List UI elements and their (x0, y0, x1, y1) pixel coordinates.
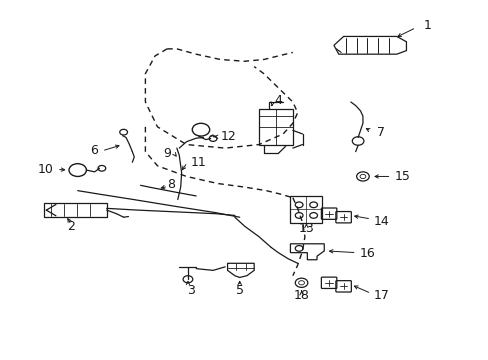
Text: 4: 4 (274, 94, 282, 107)
Text: 18: 18 (293, 289, 309, 302)
Text: 8: 8 (167, 178, 175, 191)
Text: 13: 13 (298, 222, 314, 235)
Text: 15: 15 (393, 170, 409, 183)
Text: 1: 1 (423, 19, 430, 32)
Bar (290, 196, 321, 222)
Text: 16: 16 (359, 247, 375, 260)
Text: 12: 12 (220, 130, 236, 143)
Bar (44, 203, 106, 217)
Text: 10: 10 (38, 163, 53, 176)
Text: 6: 6 (90, 144, 98, 157)
Text: 3: 3 (187, 284, 195, 297)
Text: 14: 14 (373, 215, 389, 228)
Text: 17: 17 (373, 289, 389, 302)
Text: 7: 7 (377, 126, 385, 139)
Bar (259, 109, 292, 145)
Text: 11: 11 (190, 156, 205, 169)
Text: 9: 9 (163, 147, 171, 159)
Text: 2: 2 (67, 220, 75, 233)
Text: 5: 5 (235, 284, 243, 297)
